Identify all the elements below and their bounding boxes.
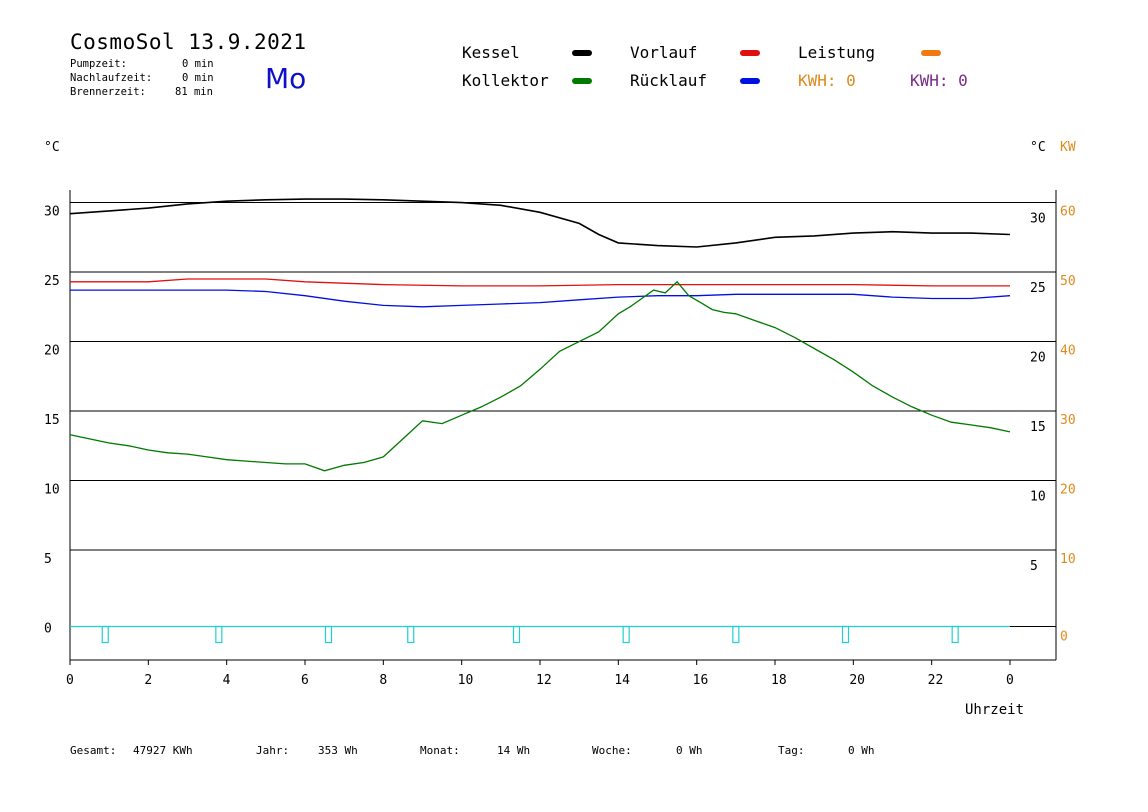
pump-marker	[407, 625, 415, 644]
x-tick-label: 14	[614, 673, 630, 688]
pump-markers	[70, 625, 1010, 644]
footer-gesamt-value: 47927 KWh	[133, 744, 193, 757]
legend-leistung-swatch	[921, 50, 941, 56]
pumpzeit-label: Pumpzeit:	[70, 58, 127, 70]
y-tick-label-kw: 50	[1060, 274, 1076, 289]
pump-marker	[215, 625, 223, 644]
y-tick-label-right: 10	[1030, 490, 1046, 505]
y-tick-label-kw: 40	[1060, 344, 1076, 359]
x-tick-label: 20	[849, 673, 865, 688]
x-tick-label: 22	[928, 673, 944, 688]
series-line-ruecklauf	[70, 289, 1011, 308]
footer-jahr-label: Jahr:	[256, 744, 290, 757]
pump-marker	[512, 625, 521, 644]
x-tick-label: 4	[223, 673, 231, 688]
kwh-leistung-value: KWH: 0	[798, 71, 856, 90]
legend-vorlauf-swatch	[740, 50, 760, 56]
y-tick-label-kw: 60	[1060, 205, 1076, 220]
y-tick-label-kw: 30	[1060, 413, 1076, 428]
footer-woche-label: Woche:	[592, 744, 632, 757]
series-line-kollektor	[69, 280, 1011, 472]
y-axis-unit-right: °C	[1030, 140, 1046, 155]
pump-marker	[951, 625, 959, 644]
legend-ruecklauf-swatch	[740, 78, 760, 84]
series-line-vorlauf	[70, 278, 1010, 287]
y-tick-label-kw: 10	[1060, 552, 1076, 567]
legend-kessel-swatch	[572, 50, 592, 56]
chart-series	[69, 198, 1011, 472]
y-tick-label-left: 25	[44, 274, 60, 289]
legend-kollektor-swatch	[572, 78, 592, 84]
x-tick-label: 18	[771, 673, 787, 688]
x-tick-label: 10	[458, 673, 474, 688]
footer-woche-value: 0 Wh	[676, 744, 703, 757]
y-tick-label-kw: 0	[1060, 630, 1068, 645]
y-tick-label-right: 20	[1030, 351, 1046, 366]
x-tick-label: 8	[379, 673, 387, 688]
kwh-secondary-value: KWH: 0	[910, 71, 968, 90]
x-tick-label: 2	[144, 673, 152, 688]
pumpzeit-value: 0 min	[182, 58, 214, 70]
brennerzeit-label: Brennerzeit:	[70, 86, 146, 98]
legend-ruecklauf-label: Rücklauf	[630, 71, 708, 90]
x-tick-label: 0	[66, 673, 74, 688]
x-axis-label: Uhrzeit	[965, 702, 1024, 718]
y-tick-label-left: 5	[44, 552, 52, 567]
y-tick-label-left: 10	[44, 483, 60, 498]
legend-leistung-label: Leistung	[798, 43, 876, 62]
y-tick-label-right: 25	[1030, 281, 1046, 296]
footer-jahr-value: 353 Wh	[318, 744, 358, 757]
x-tick-label: 16	[693, 673, 709, 688]
y-tick-label-kw: 20	[1060, 483, 1076, 498]
brennerzeit-value: 81 min	[175, 86, 213, 98]
footer-gesamt-label: Gesamt:	[70, 744, 117, 757]
y-tick-label-right: 30	[1030, 212, 1046, 227]
legend-vorlauf-label: Vorlauf	[630, 43, 698, 62]
nachlaufzeit-label: Nachlaufzeit:	[70, 72, 153, 84]
chart-ticks: 0 2 4 6 8 10 12 14 16 18 20 22 030252015105030252015…	[44, 205, 1076, 689]
pump-marker	[324, 625, 333, 644]
x-tick-label: 0	[1006, 673, 1014, 688]
series-line-kessel	[69, 198, 1011, 248]
chart-grid	[70, 202, 1056, 627]
y-tick-label-right: 15	[1030, 420, 1046, 435]
pump-marker	[101, 625, 109, 644]
nachlaufzeit-value: 0 min	[182, 72, 214, 84]
footer-monat-value: 14 Wh	[497, 744, 531, 757]
legend-kessel-label: Kessel	[462, 43, 520, 62]
footer-tag-label: Tag:	[778, 744, 805, 757]
page-title: CosmoSol 13.9.2021	[70, 30, 307, 54]
pump-marker	[732, 625, 740, 644]
y-tick-label-left: 30	[44, 205, 60, 220]
footer-tag-value: 0 Wh	[848, 744, 875, 757]
y-tick-label-right: 5	[1030, 559, 1038, 574]
y-axis-unit-left: °C	[44, 140, 60, 155]
y-tick-label-left: 20	[44, 344, 60, 359]
y-axis-unit-kw: KW	[1060, 140, 1076, 155]
legend-kollektor-label: Kollektor	[462, 71, 549, 90]
chart-axes	[69, 190, 1057, 661]
pump-marker	[622, 625, 630, 644]
x-tick-label: 6	[301, 673, 309, 688]
pump-marker	[841, 625, 850, 644]
footer-monat-label: Monat:	[420, 744, 460, 757]
x-tick-label: 12	[536, 673, 552, 688]
weekday-label: Mo	[265, 62, 307, 95]
y-tick-label-left: 15	[44, 413, 60, 428]
y-tick-label-left: 0	[44, 622, 52, 637]
